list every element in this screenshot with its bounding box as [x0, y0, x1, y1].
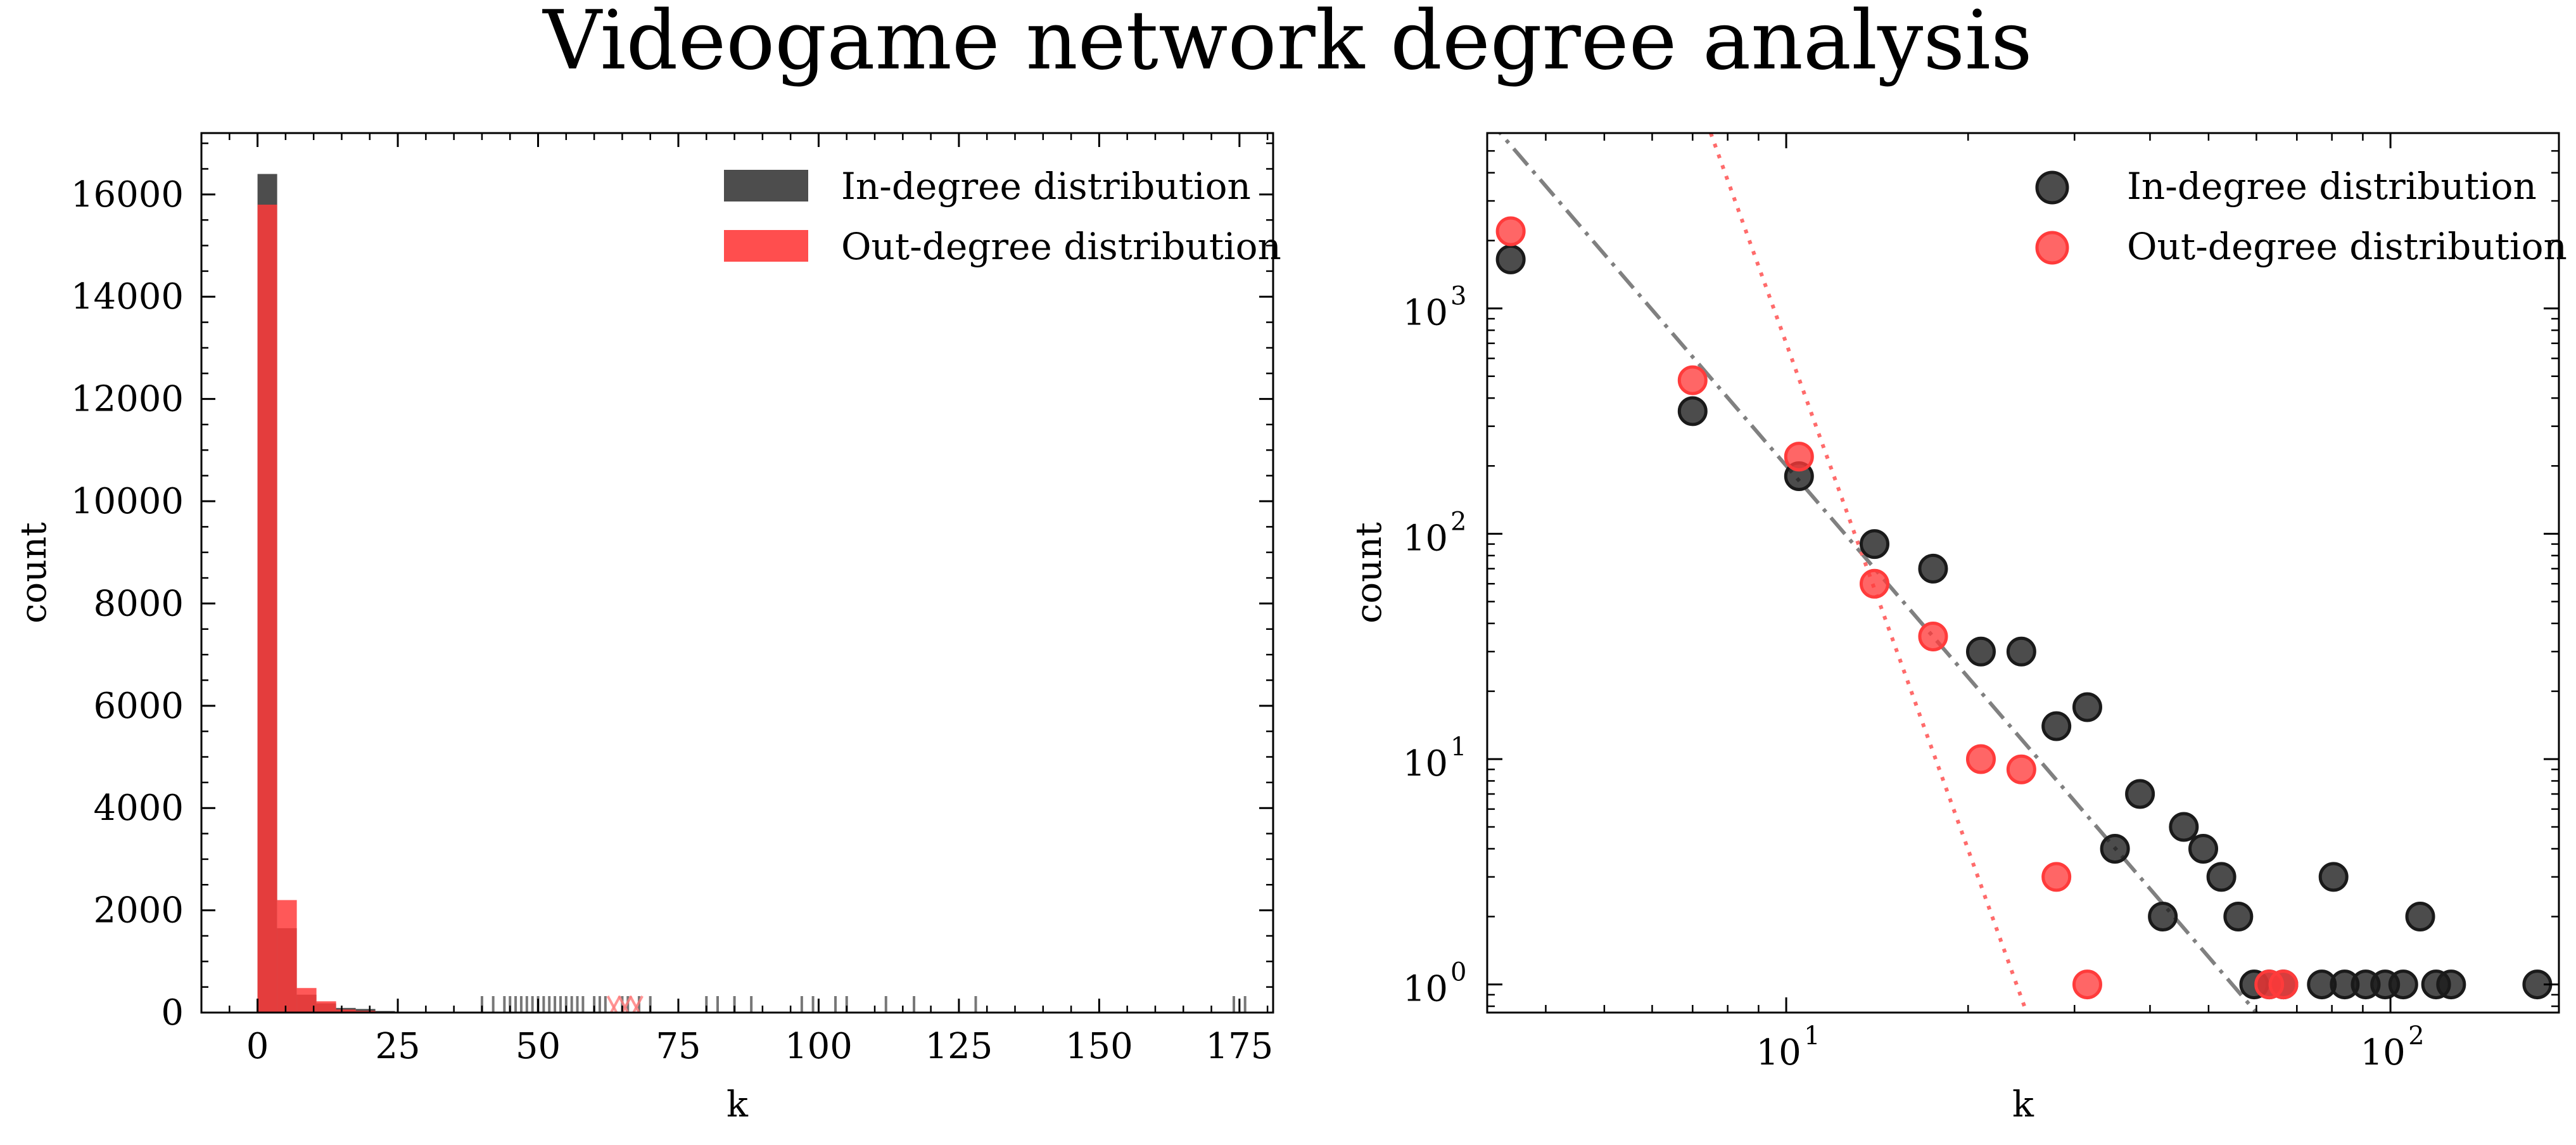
in-degree-point [2223, 902, 2254, 932]
legend-label: Out-degree distribution [841, 225, 1281, 268]
out-degree-point [1677, 365, 1708, 395]
y-tick-label-exponent: 3 [1450, 282, 1466, 311]
y-tick-label: 4000 [93, 788, 184, 829]
y-tick-label: 10 [1403, 969, 1448, 1010]
out-degree-point [1859, 568, 1889, 599]
x-tick-label: 10 [2360, 1032, 2405, 1073]
out-degree-bar [277, 900, 297, 1013]
y-tick-label: 10000 [71, 481, 184, 522]
out-degree-point [2268, 969, 2299, 1000]
y-tick-label: 10 [1403, 518, 1448, 559]
x-axis-label: k [2012, 1084, 2034, 1125]
out-degree-rug-mark [629, 995, 640, 1013]
in-degree-point [2169, 812, 2199, 842]
y-tick-label: 10 [1403, 743, 1448, 784]
out-degree-point [2041, 862, 2072, 892]
in-degree-point [1495, 244, 1526, 274]
x-tick-label: 50 [516, 1026, 561, 1067]
out-degree-bar [257, 204, 277, 1013]
legend-label: Out-degree distribution [2127, 225, 2567, 268]
y-tick-label: 16000 [71, 174, 184, 215]
in-degree-fit-line [1497, 133, 2258, 1013]
out-degree-point [1965, 744, 1996, 774]
figure-title: Videogame network degree analysis [542, 0, 2032, 88]
out-degree-bar [316, 1001, 336, 1013]
x-tick-label-exponent: 2 [2408, 1021, 2424, 1051]
out-degree-point [2072, 969, 2102, 1000]
in-degree-point [2100, 833, 2130, 864]
out-degree-point [1918, 621, 1948, 651]
x-tick-label: 25 [375, 1026, 420, 1067]
out-degree-point [1495, 216, 1526, 246]
y-tick-label: 0 [161, 992, 184, 1033]
in-degree-point [2388, 969, 2418, 1000]
histogram-frame [200, 132, 1274, 1014]
y-tick-label: 2000 [93, 890, 184, 931]
in-degree-point [2148, 902, 2178, 932]
x-tick-label: 125 [925, 1026, 993, 1067]
in-degree-point [2405, 902, 2435, 932]
in-degree-point [1859, 529, 1889, 560]
y-tick-label: 14000 [71, 276, 184, 317]
x-axis-label: k [726, 1084, 749, 1125]
y-tick-label: 12000 [71, 379, 184, 420]
out-degree-point [2006, 754, 2036, 784]
in-degree-point [2041, 711, 2072, 741]
in-degree-point [2188, 833, 2219, 864]
out-degree-rug-mark [618, 995, 630, 1013]
out-degree-bar [336, 1009, 356, 1013]
x-tick-label-exponent: 1 [1804, 1021, 1820, 1051]
scatter-frame [1486, 132, 2560, 1014]
in-degree-point [1918, 553, 1948, 584]
in-degree-point [2072, 692, 2102, 722]
out-degree-rug-mark [609, 995, 621, 1013]
x-tick-label: 75 [656, 1026, 701, 1067]
x-tick-label: 10 [1756, 1032, 1801, 1073]
x-tick-label: 100 [785, 1026, 853, 1067]
in-degree-point [1965, 636, 1996, 667]
legend-marker [2035, 231, 2069, 265]
legend-label: In-degree distribution [841, 165, 1251, 208]
in-degree-point [2436, 969, 2466, 1000]
y-tick-label: 10 [1403, 293, 1448, 334]
in-degree-point [2318, 862, 2349, 892]
out-degree-rug-mark [632, 995, 644, 1013]
out-degree-rug-mark [606, 995, 618, 1013]
x-tick-label: 175 [1205, 1026, 1273, 1067]
legend-marker [2035, 170, 2069, 205]
y-tick-label: 6000 [93, 686, 184, 727]
in-degree-point [2125, 779, 2155, 809]
y-axis-label: count [1348, 522, 1390, 624]
in-degree-point [1677, 396, 1708, 426]
x-tick-label: 0 [246, 1026, 269, 1067]
legend-swatch [724, 170, 808, 201]
y-tick-label: 8000 [93, 583, 184, 624]
y-tick-label-exponent: 1 [1450, 732, 1466, 762]
legend-swatch [724, 230, 808, 262]
in-degree-point [2206, 862, 2237, 892]
y-tick-label-exponent: 0 [1450, 958, 1466, 987]
legend-label: In-degree distribution [2127, 165, 2537, 208]
y-tick-label-exponent: 2 [1450, 507, 1466, 536]
y-axis-label: count [13, 522, 54, 624]
x-tick-label: 150 [1065, 1026, 1133, 1067]
out-degree-point [1784, 442, 1814, 472]
out-degree-rug-mark [621, 995, 633, 1013]
in-degree-point [2006, 636, 2036, 667]
out-degree-fit-line [1709, 133, 2029, 1013]
histogram-panel: 0 25 50 75 100 125 150 175 0 2000 4000 6000 8000 1000… [13, 132, 1281, 1125]
